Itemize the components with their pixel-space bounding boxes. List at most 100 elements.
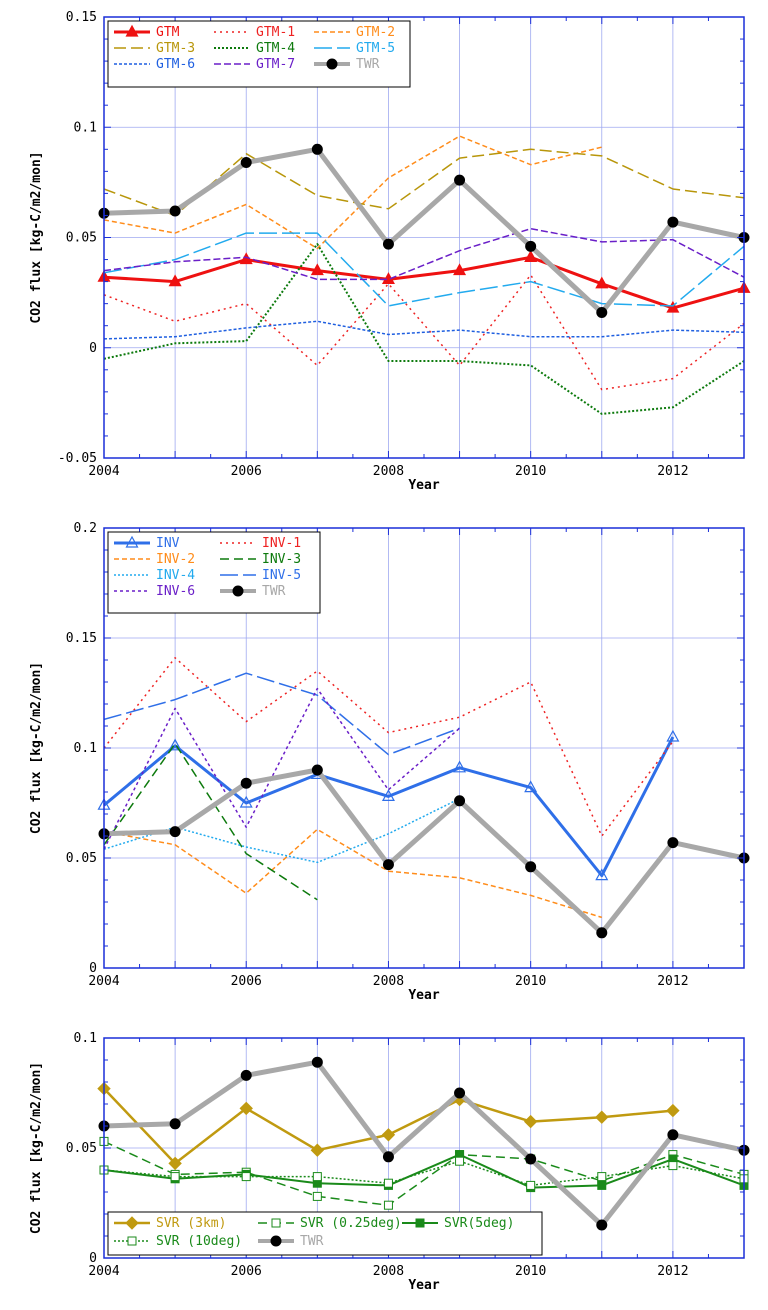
y-tick-label: 0.1: [74, 1031, 97, 1046]
x-tick-label: 2006: [231, 974, 262, 989]
series-line: [103, 1140, 745, 1206]
chart-3: 2004 2006 2008 2010 2012 0 0.05 0.1 Year CO2 flux…: [29, 1031, 750, 1293]
x-tick-label: 2006: [231, 464, 262, 479]
data-point: [381, 1128, 396, 1142]
legend-label: TWR: [300, 1234, 324, 1249]
data-point: [453, 263, 467, 276]
legend-box: [107, 20, 411, 88]
data-point: [169, 205, 181, 217]
legend-box: [107, 531, 321, 614]
legend-marker: [125, 535, 139, 548]
series-line: [103, 146, 745, 315]
legend-item: TWR: [258, 1234, 324, 1249]
data-point: [383, 1178, 393, 1188]
legend-label: SVR(5deg): [444, 1216, 514, 1231]
legend-item: SVR(5deg): [402, 1216, 514, 1231]
legend-marker: [125, 1216, 139, 1230]
legend-item: TWR: [314, 57, 380, 72]
series-twr: [98, 764, 750, 939]
series-line: [103, 274, 745, 391]
data-point: [382, 859, 394, 871]
legend-label: INV-4: [156, 568, 195, 583]
legend-item: GTM-6: [114, 57, 195, 72]
legend-label: SVR (0.25deg): [300, 1216, 402, 1231]
series-line: [103, 1153, 745, 1189]
series-line: [103, 687, 461, 850]
data-point: [525, 861, 537, 873]
data-point: [241, 1172, 251, 1182]
data-point: [170, 1172, 180, 1182]
legend: SVR (3km) SVR (0.25deg) SVR(5deg) SVR (10de…: [107, 1211, 543, 1256]
data-point: [239, 1101, 253, 1116]
x-tick-label: 2004: [88, 464, 119, 479]
legend-label: SVR (3km): [156, 1216, 226, 1231]
data-point: [524, 250, 538, 262]
legend-label: GTM-2: [356, 25, 395, 40]
y-tick-label: -0.05: [58, 451, 97, 466]
axis-ticks: [103, 527, 745, 969]
series-twr: [98, 1056, 750, 1231]
legend-marker: [125, 24, 139, 37]
legend-item: INV: [114, 535, 180, 551]
legend-marker: [127, 1236, 137, 1246]
data-point: [240, 1069, 252, 1081]
y-tick-label: 0: [89, 1251, 97, 1266]
series-svr-3km-: [97, 1081, 680, 1171]
data-point: [169, 1118, 181, 1130]
data-point: [169, 826, 181, 838]
series-line: [103, 797, 460, 864]
chart-2: 2004 2006 2008 2010 2012 0 0.05 0.1 0.15 0.2 Year C…: [29, 521, 750, 1003]
legend-label: INV-2: [156, 552, 195, 567]
data-point: [310, 1143, 325, 1157]
data-point: [595, 868, 609, 881]
legend-marker: [415, 1218, 425, 1228]
data-point: [597, 1180, 607, 1190]
legend-label: TWR: [356, 57, 380, 72]
legend-item: INV-6: [114, 584, 195, 599]
x-tick-label: 2008: [373, 974, 404, 989]
data-point: [455, 1156, 465, 1166]
legend: INV INV-1 INV-2 INV-3 INV-4 INV-5 INV-6 TWR: [107, 531, 321, 614]
legend-item: SVR (0.25deg): [258, 1216, 402, 1231]
data-point: [239, 795, 253, 808]
legend-label: GTM-5: [356, 41, 395, 56]
y-tick-label: 0.05: [66, 231, 97, 246]
data-point: [382, 238, 394, 250]
series-line: [103, 828, 603, 919]
data-point: [168, 1156, 182, 1171]
series-gtm-2: [103, 135, 602, 250]
legend-item: GTM-1: [214, 25, 295, 40]
series-line: [103, 1059, 745, 1228]
chart-1: 2004 2006 2008 2010 2012 -0.05 0 0.05 0.1 0.15 Yea…: [29, 10, 751, 493]
legend-label: SVR (10deg): [156, 1234, 242, 1249]
y-tick-label: 0.1: [74, 741, 97, 756]
data-point: [240, 157, 252, 169]
legend-item: GTM: [114, 24, 180, 40]
legend-label: INV-3: [262, 552, 301, 567]
legend-item: SVR (10deg): [114, 1234, 242, 1249]
data-point: [168, 738, 182, 751]
data-point: [454, 795, 466, 807]
data-point: [454, 174, 466, 186]
legend-label: GTM-6: [156, 57, 195, 72]
x-tick-label: 2004: [88, 974, 119, 989]
data-point: [596, 1219, 608, 1231]
data-point: [596, 306, 608, 318]
legend-item: SVR (3km): [114, 1216, 226, 1231]
series-inv-4: [103, 797, 460, 864]
legend-marker: [271, 1218, 281, 1228]
data-point: [240, 777, 252, 789]
legend: GTM GTM-1 GTM-2 GTM-3 GTM-4 GTM-5 GTM-6 GTM-7 TW…: [107, 20, 411, 88]
series-gtm-7: [103, 227, 745, 281]
series-gtm-5: [103, 232, 745, 307]
data-point: [383, 1200, 393, 1210]
legend-item: GTM-4: [214, 41, 295, 56]
x-tick-label: 2012: [657, 1264, 688, 1279]
y-tick-label: 0.05: [66, 1141, 97, 1156]
data-point: [667, 216, 679, 228]
data-point: [597, 1172, 607, 1182]
data-point: [311, 764, 323, 776]
y-axis-label: CO2 flux [kg-C/m2/mon]: [29, 151, 44, 323]
y-tick-label: 0.15: [66, 631, 97, 646]
legend-label: INV: [156, 536, 180, 551]
